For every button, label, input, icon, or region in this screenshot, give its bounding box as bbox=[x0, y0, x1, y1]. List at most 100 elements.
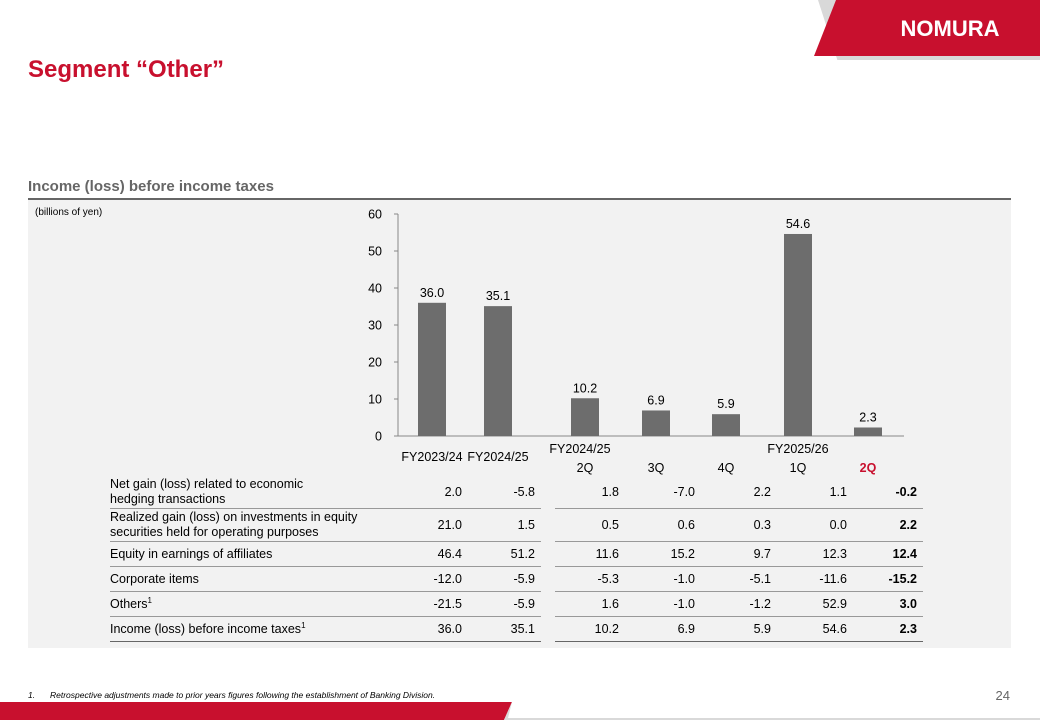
bar-value-label: 5.9 bbox=[717, 397, 734, 411]
x-quarter-label: 2Q bbox=[577, 461, 594, 475]
bar-value-label: 10.2 bbox=[573, 381, 597, 395]
bar-value-label: 54.6 bbox=[786, 217, 810, 231]
table-cell: 1.1 bbox=[777, 476, 853, 509]
page-number: 24 bbox=[995, 688, 1010, 703]
page-title: Segment “Other” bbox=[28, 56, 225, 83]
logo-text: NOMURA bbox=[901, 16, 1000, 41]
table-cell: -5.9 bbox=[468, 566, 541, 592]
bar bbox=[484, 306, 512, 436]
x-category-label: FY2023/24 bbox=[401, 450, 462, 464]
table-cell: -7.0 bbox=[625, 476, 701, 509]
table-cell: 5.9 bbox=[701, 616, 777, 642]
table-row: Net gain (loss) related to economic hedgi… bbox=[110, 476, 923, 509]
row-label: Realized gain (loss) on investments in e… bbox=[110, 508, 400, 542]
bar bbox=[418, 302, 446, 436]
table-cell: -5.9 bbox=[468, 591, 541, 617]
table-cell: 35.1 bbox=[468, 616, 541, 642]
bar-value-label: 2.3 bbox=[859, 410, 876, 424]
row-label: Net gain (loss) related to economic hedgi… bbox=[110, 476, 400, 509]
y-tick-label: 20 bbox=[368, 356, 382, 370]
column-gap bbox=[541, 476, 555, 509]
row-label-text: Equity in earnings of affiliates bbox=[110, 546, 273, 561]
x-quarter-label: 3Q bbox=[648, 461, 665, 475]
y-tick-label: 30 bbox=[368, 319, 382, 333]
x-quarter-label: 1Q bbox=[790, 461, 807, 475]
table-row: Others1 -21.5 -5.9 1.6 -1.0 -1.2 52.9 3.0 bbox=[110, 591, 923, 617]
bar-chart: 0 10 20 30 40 50 60 36.0 FY2023/24 35.1 FY2024/25 1… bbox=[368, 208, 904, 475]
table-row: Corporate items -12.0 -5.9 -5.3 -1.0 -5.1 -11.… bbox=[110, 566, 923, 592]
header-logo-band: NOMURA bbox=[814, 0, 1040, 60]
table-cell: 2.2 bbox=[853, 508, 923, 542]
table-cell: 46.4 bbox=[400, 541, 468, 567]
footnote-ref: 1 bbox=[147, 595, 152, 605]
table-cell: 12.3 bbox=[777, 541, 853, 567]
x-quarter-label: 2Q bbox=[860, 461, 877, 475]
row-label: Income (loss) before income taxes1 bbox=[110, 616, 400, 642]
column-gap bbox=[541, 541, 555, 567]
column-gap bbox=[541, 591, 555, 617]
footnote-ref: 1 bbox=[301, 620, 306, 630]
table-cell: -5.8 bbox=[468, 476, 541, 509]
breakdown-table: Net gain (loss) related to economic hedgi… bbox=[110, 476, 923, 642]
bar-value-label: 6.9 bbox=[647, 393, 664, 407]
table-cell: -12.0 bbox=[400, 566, 468, 592]
bar bbox=[712, 414, 740, 436]
table-cell: -11.6 bbox=[777, 566, 853, 592]
bar-value-label: 35.1 bbox=[486, 289, 510, 303]
bar bbox=[784, 233, 812, 436]
footnote: 1. Retrospective adjustments made to prio… bbox=[28, 690, 435, 700]
footer-band bbox=[0, 702, 1040, 720]
y-tick-label: 10 bbox=[368, 393, 382, 407]
table-cell: 0.3 bbox=[701, 508, 777, 542]
y-tick-label: 50 bbox=[368, 245, 382, 259]
x-quarter-label: 4Q bbox=[718, 461, 735, 475]
row-label-line: Realized gain (loss) on investments in e… bbox=[110, 510, 358, 524]
row-label-text: Corporate items bbox=[110, 571, 199, 586]
row-label: Equity in earnings of affiliates bbox=[110, 541, 400, 567]
table-row: Income (loss) before income taxes1 36.0 35… bbox=[110, 616, 923, 642]
table-cell: 10.2 bbox=[555, 616, 625, 642]
y-tick-label: 0 bbox=[375, 430, 382, 444]
table-cell: 0.0 bbox=[777, 508, 853, 542]
table-cell: 0.5 bbox=[555, 508, 625, 542]
units-label: (billions of yen) bbox=[35, 207, 103, 218]
table-cell: -5.1 bbox=[701, 566, 777, 592]
row-label-text: Others bbox=[110, 596, 148, 611]
row-label: Corporate items bbox=[110, 566, 400, 592]
table-cell: 1.6 bbox=[555, 591, 625, 617]
row-label-line: Net gain (loss) related to economic bbox=[110, 477, 304, 491]
column-gap bbox=[541, 616, 555, 642]
table-cell: -5.3 bbox=[555, 566, 625, 592]
bar-value-label: 36.0 bbox=[420, 286, 444, 300]
table-cell: -1.2 bbox=[701, 591, 777, 617]
table-cell: 36.0 bbox=[400, 616, 468, 642]
section-divider bbox=[28, 198, 1011, 200]
table-cell: 2.3 bbox=[853, 616, 923, 642]
column-gap bbox=[541, 508, 555, 542]
table-cell: -1.0 bbox=[625, 591, 701, 617]
bar bbox=[642, 410, 670, 436]
table-cell: -15.2 bbox=[853, 566, 923, 592]
row-label-line: hedging transactions bbox=[110, 492, 226, 506]
table-cell: 21.0 bbox=[400, 508, 468, 542]
table-cell: 2.2 bbox=[701, 476, 777, 509]
footnote-text: Retrospective adjustments made to prior … bbox=[50, 690, 436, 700]
table-cell: 2.0 bbox=[400, 476, 468, 509]
period-label: FY2025/26 bbox=[767, 442, 828, 456]
table-cell: 54.6 bbox=[777, 616, 853, 642]
x-category-label: FY2024/25 bbox=[467, 450, 528, 464]
period-label: FY2024/25 bbox=[549, 442, 610, 456]
row-label: Others1 bbox=[110, 591, 400, 617]
table-cell: 51.2 bbox=[468, 541, 541, 567]
table-cell: 9.7 bbox=[701, 541, 777, 567]
footnote-number: 1. bbox=[28, 690, 36, 700]
row-label-text: Income (loss) before income taxes bbox=[110, 621, 302, 636]
table-cell: 3.0 bbox=[853, 591, 923, 617]
table-cell: 0.6 bbox=[625, 508, 701, 542]
table-cell: 11.6 bbox=[555, 541, 625, 567]
table-cell: 52.9 bbox=[777, 591, 853, 617]
table-cell: -21.5 bbox=[400, 591, 468, 617]
table-cell: -0.2 bbox=[853, 476, 923, 509]
table-cell: -1.0 bbox=[625, 566, 701, 592]
section-title: Income (loss) before income taxes bbox=[28, 178, 274, 195]
